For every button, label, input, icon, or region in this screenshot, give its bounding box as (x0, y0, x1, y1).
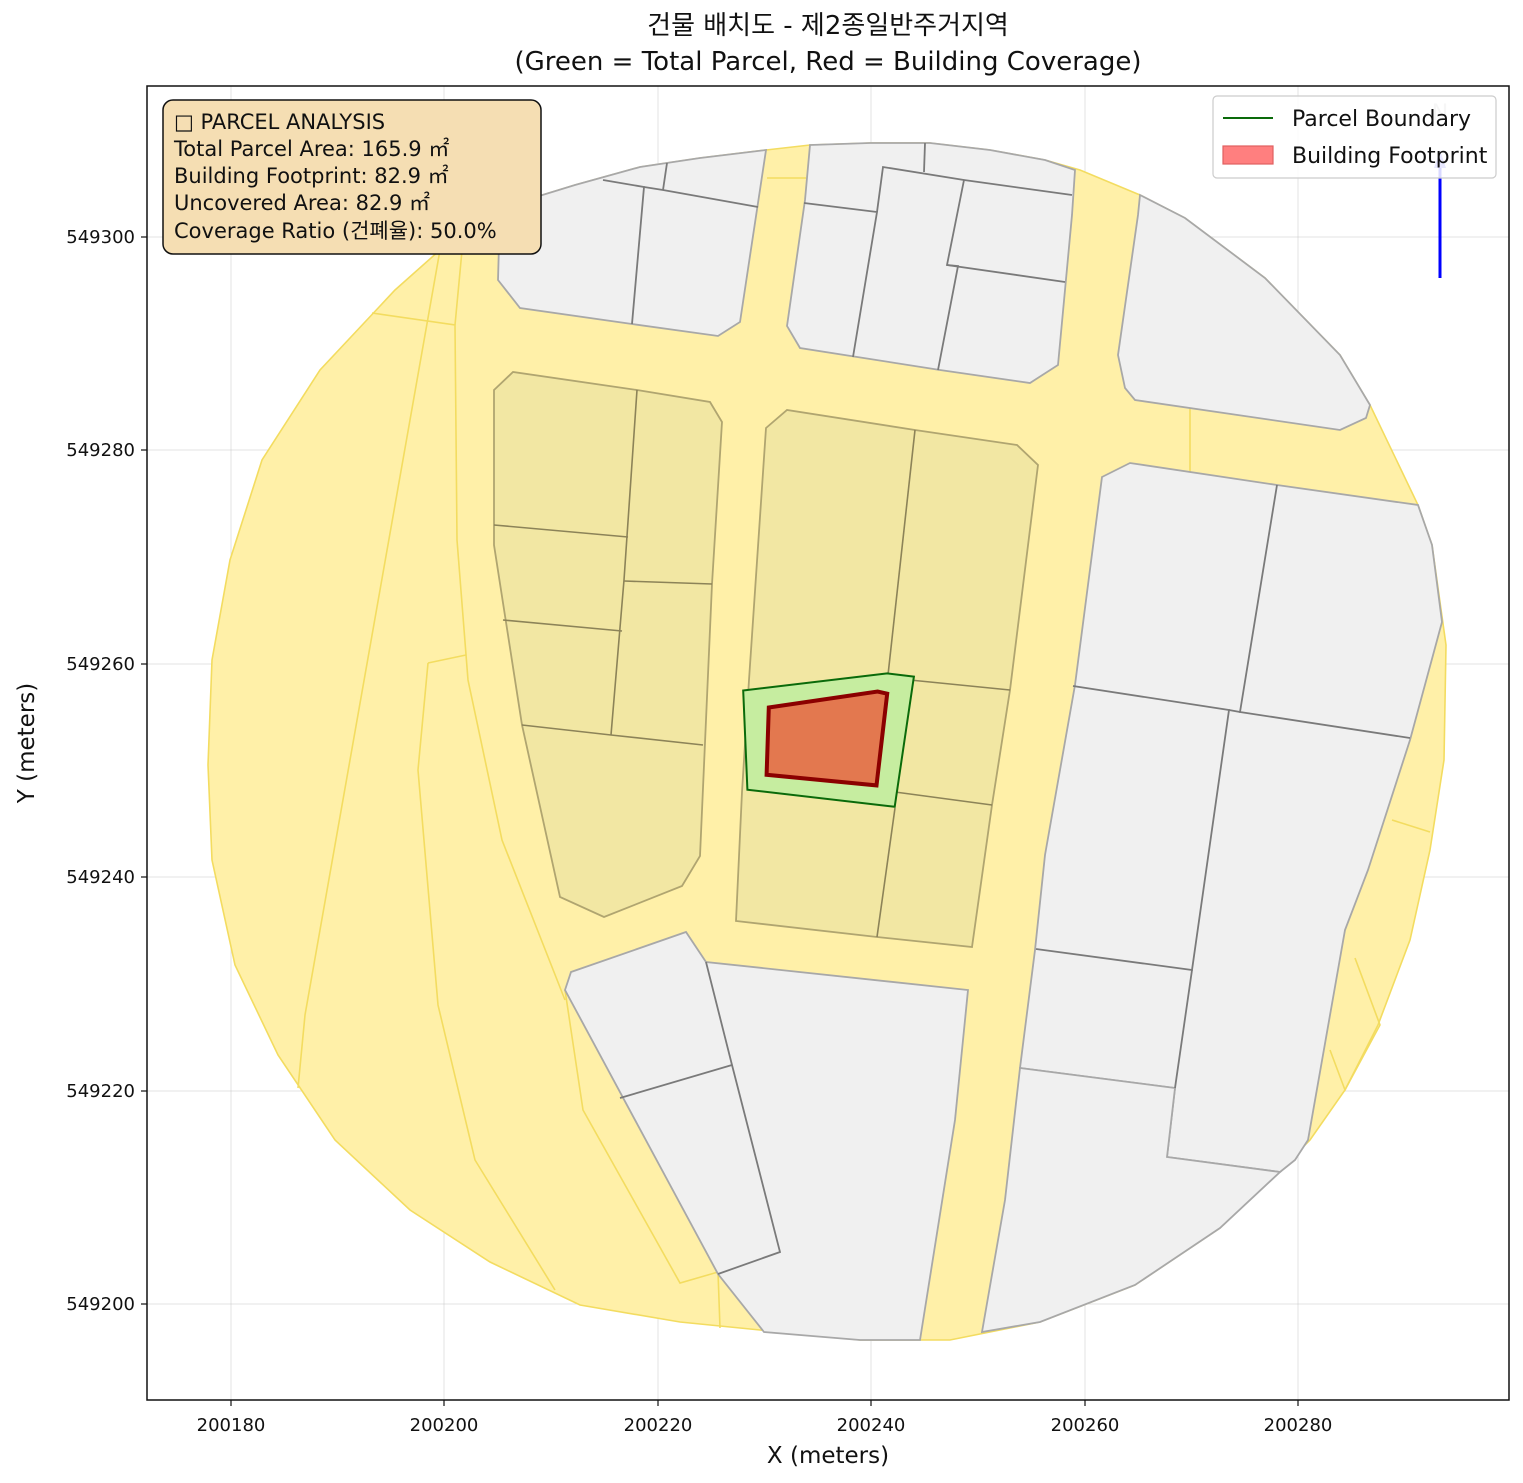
y-tick-label-549220: 549220 (66, 1081, 135, 1102)
gray-line-8 (937, 264, 960, 371)
block-north-east (1117, 193, 1371, 431)
gray-parcel-lines (602, 142, 1411, 1275)
info-uncovered-area: Uncovered Area: 82.9 ㎡ (174, 191, 430, 215)
y-tick-label-549240: 549240 (66, 867, 135, 888)
yellow-line-6 (887, 429, 916, 676)
yellow-line-8 (894, 791, 993, 806)
map-title-line-2: (Green = Total Parcel, Red = Building Co… (515, 47, 1142, 77)
building-footprint-polygon[interactable] (764, 689, 890, 788)
road-lines (297, 177, 1431, 1329)
gray-line-14 (717, 1064, 782, 1275)
road-line-4 (417, 662, 556, 1291)
road-line-3 (427, 654, 467, 664)
road-line-5 (297, 249, 441, 1089)
x-tick-label-200240: 200240 (837, 1415, 906, 1436)
y-axis-label: Y (meters) (14, 683, 40, 804)
legend: Parcel Boundary Building Footprint (1212, 95, 1497, 179)
y-ticks (141, 236, 147, 1305)
x-tick-label-200220: 200220 (624, 1415, 693, 1436)
yellow-line-4 (502, 619, 623, 632)
plot-frame (146, 85, 1510, 1401)
road-line-1 (371, 312, 566, 1001)
yellow-line-2 (493, 524, 629, 538)
gray-line-5 (876, 165, 1073, 213)
block-north-center (786, 142, 1076, 384)
x-ticks (230, 1400, 1299, 1406)
block-south-center (564, 930, 969, 1341)
legend-background (1212, 95, 1497, 179)
gray-line-12 (1174, 969, 1193, 1089)
x-tick-label-200200: 200200 (410, 1415, 479, 1436)
road-line-6 (564, 989, 721, 1329)
x-tick-label-200260: 200260 (1051, 1415, 1120, 1436)
yellow-line-1 (610, 389, 638, 736)
block-east (1018, 462, 1443, 1173)
block-south-east (980, 1066, 1283, 1334)
parcel-analysis-box: □ PARCEL ANALYSIS Total Parcel Area: 165… (162, 99, 542, 255)
road-line-10 (1329, 957, 1381, 1092)
info-total-parcel-area: Total Parcel Area: 165.9 ㎡ (173, 137, 449, 161)
x-tick-label-200180: 200180 (197, 1415, 266, 1436)
info-box-background (162, 99, 542, 255)
x-axis-label: X (meters) (767, 1443, 889, 1469)
central-parcel-blocks (493, 371, 1039, 948)
y-tick-label-549260: 549260 (66, 654, 135, 675)
legend-building-swatch (1222, 145, 1274, 165)
gray-line-6 (923, 142, 926, 173)
road-line-9 (1391, 819, 1431, 833)
info-coverage-ratio: Coverage Ratio (건폐율): 50.0% (174, 219, 497, 243)
legend-parcel-label: Parcel Boundary (1292, 107, 1471, 132)
gray-line-3 (662, 162, 668, 191)
yellow-parcel-lines (493, 389, 1011, 938)
gray-line-11 (1228, 709, 1241, 713)
yellow-line-3 (623, 580, 713, 585)
yellow-line-9 (876, 807, 896, 938)
map-title-line-1: 건물 배치도 - 제2종일반주거지역 (647, 11, 1009, 41)
y-tick-label-549300: 549300 (66, 227, 135, 248)
gray-line-10 (1035, 685, 1231, 972)
y-tick-label-549280: 549280 (66, 440, 135, 461)
yellow-line-5 (521, 724, 704, 746)
info-heading: □ PARCEL ANALYSIS (174, 110, 385, 134)
outer-parcel-blocks (497, 142, 1443, 1341)
y-tick-label-549200: 549200 (66, 1294, 135, 1315)
info-building-footprint: Building Footprint: 82.9 ㎡ (174, 164, 449, 188)
x-tick-label-200280: 200280 (1264, 1415, 1333, 1436)
legend-building-label: Building Footprint (1292, 144, 1488, 169)
yellow-line-7 (909, 679, 1011, 691)
